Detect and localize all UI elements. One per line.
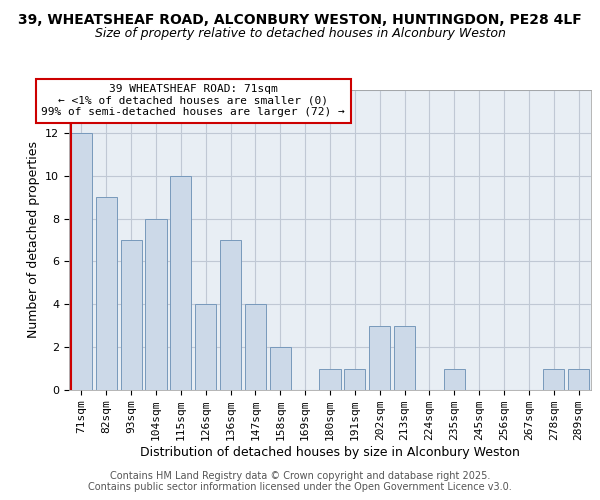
Text: 39, WHEATSHEAF ROAD, ALCONBURY WESTON, HUNTINGDON, PE28 4LF: 39, WHEATSHEAF ROAD, ALCONBURY WESTON, H… <box>18 12 582 26</box>
Bar <box>394 326 415 390</box>
Bar <box>568 368 589 390</box>
X-axis label: Distribution of detached houses by size in Alconbury Weston: Distribution of detached houses by size … <box>140 446 520 459</box>
Bar <box>145 218 167 390</box>
Bar <box>344 368 365 390</box>
Bar <box>121 240 142 390</box>
Bar <box>195 304 216 390</box>
Bar <box>71 133 92 390</box>
Bar <box>96 197 117 390</box>
Text: Contains HM Land Registry data © Crown copyright and database right 2025.
Contai: Contains HM Land Registry data © Crown c… <box>88 471 512 492</box>
Bar <box>270 347 291 390</box>
Bar <box>369 326 390 390</box>
Text: 39 WHEATSHEAF ROAD: 71sqm
← <1% of detached houses are smaller (0)
99% of semi-d: 39 WHEATSHEAF ROAD: 71sqm ← <1% of detac… <box>41 84 345 117</box>
Text: Size of property relative to detached houses in Alconbury Weston: Size of property relative to detached ho… <box>95 28 505 40</box>
Bar <box>245 304 266 390</box>
Bar <box>444 368 465 390</box>
Bar <box>220 240 241 390</box>
Bar <box>543 368 564 390</box>
Bar <box>319 368 341 390</box>
Bar <box>170 176 191 390</box>
Y-axis label: Number of detached properties: Number of detached properties <box>26 142 40 338</box>
